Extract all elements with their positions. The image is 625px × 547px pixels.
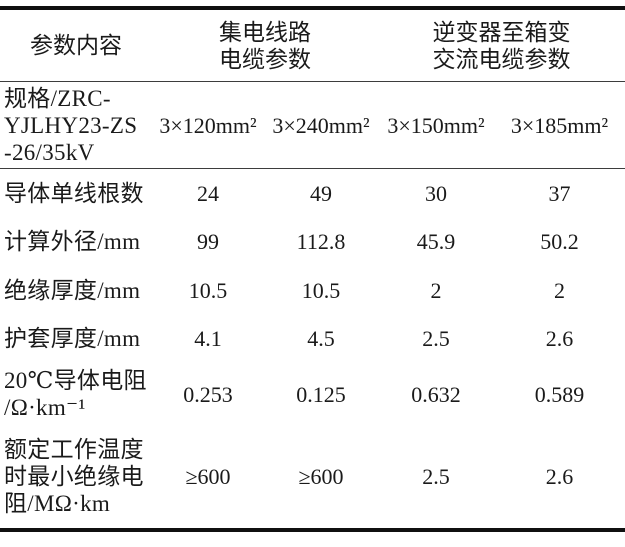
cell-minresistance-col4: 2.6 [545,464,574,489]
table-row-calculated-outer-diameter: 计算外径/mm 99 112.8 45.9 50.2 [0,218,625,267]
cable-parameters-table: 参数内容 集电线路 电缆参数 逆变器至箱变 交流电缆参数 规格/ZRC- YJL… [0,6,625,532]
cell-diameter-col1: 99 [197,229,219,255]
cell-spec-col4: 3×185mm² [510,112,609,138]
row-label-outer-diameter: 计算外径/mm [4,229,141,255]
cell-spec-col2: 3×240mm² [272,112,370,138]
cell-sheath-col4: 2.6 [545,326,574,352]
cell-minresistance-col2: ≥600 [298,464,344,489]
cell-wirecount-col3: 30 [425,180,447,206]
cell-insulation-col1: 10.5 [188,277,228,303]
page: 参数内容 集电线路 电缆参数 逆变器至箱变 交流电缆参数 规格/ZRC- YJL… [0,6,625,532]
table-row-min-insulation-resistance: 额定工作温度 时最小绝缘电 阻/MΩ·km ≥600 ≥600 2.5 2.6 [0,425,625,528]
cell-spec-col1: 3×120mm² [159,112,257,138]
header-inverter-to-box-transformer-group: 逆变器至箱变 交流电缆参数 [432,19,571,72]
cell-insulation-col4: 2 [554,277,565,303]
table-row-sheath-thickness: 护套厚度/mm 4.1 4.5 2.5 2.6 [0,315,625,364]
cell-wirecount-col1: 24 [197,180,219,206]
cell-resistance-col1: 0.253 [183,381,233,407]
table-row-conductor-wire-count: 导体单线根数 24 49 30 37 [0,169,625,218]
cell-resistance-col4: 0.589 [534,381,585,407]
cell-minresistance-col1: ≥600 [185,464,231,489]
cell-minresistance-col3: 2.5 [422,464,450,489]
cell-wirecount-col2: 49 [310,180,332,206]
row-label-min-insulation-resistance: 额定工作温度 时最小绝缘电 阻/MΩ·km [4,437,144,516]
cell-insulation-col3: 2 [430,277,442,303]
cell-sheath-col1: 4.1 [194,326,222,352]
header-parameter-content: 参数内容 [30,33,122,58]
row-label-sheath-thickness: 护套厚度/mm [4,326,141,352]
row-label-spec: 规格/ZRC- YJLHY23-ZS -26/35kV [4,85,138,165]
cell-sheath-col3: 2.5 [422,326,450,352]
table-row-insulation-thickness: 绝缘厚度/mm 10.5 10.5 2 2 [0,266,625,315]
table-row-spec: 规格/ZRC- YJLHY23-ZS -26/35kV 3×120mm² 3×2… [0,82,625,169]
cell-diameter-col4: 50.2 [540,229,579,255]
cell-wirecount-col4: 37 [548,180,571,206]
cell-resistance-col2: 0.125 [296,381,346,407]
row-label-insulation-thickness: 绝缘厚度/mm [4,277,141,303]
cell-spec-col3: 3×150mm² [387,112,485,138]
header-collector-line-cable-group: 集电线路 电缆参数 [219,19,311,72]
row-label-conductor-resistance: 20℃导体电阻 /Ω·km⁻¹ [4,368,147,420]
cell-insulation-col2: 10.5 [301,277,341,303]
table-row-conductor-resistance: 20℃导体电阻 /Ω·km⁻¹ 0.253 0.125 0.632 0.589 [0,363,625,425]
row-label-conductor-wire-count: 导体单线根数 [4,180,144,206]
cell-sheath-col2: 4.5 [307,326,335,352]
cell-diameter-col3: 45.9 [416,229,456,255]
cell-resistance-col3: 0.632 [411,381,461,407]
cell-diameter-col2: 112.8 [296,229,346,255]
table-header-row: 参数内容 集电线路 电缆参数 逆变器至箱变 交流电缆参数 [0,10,625,82]
